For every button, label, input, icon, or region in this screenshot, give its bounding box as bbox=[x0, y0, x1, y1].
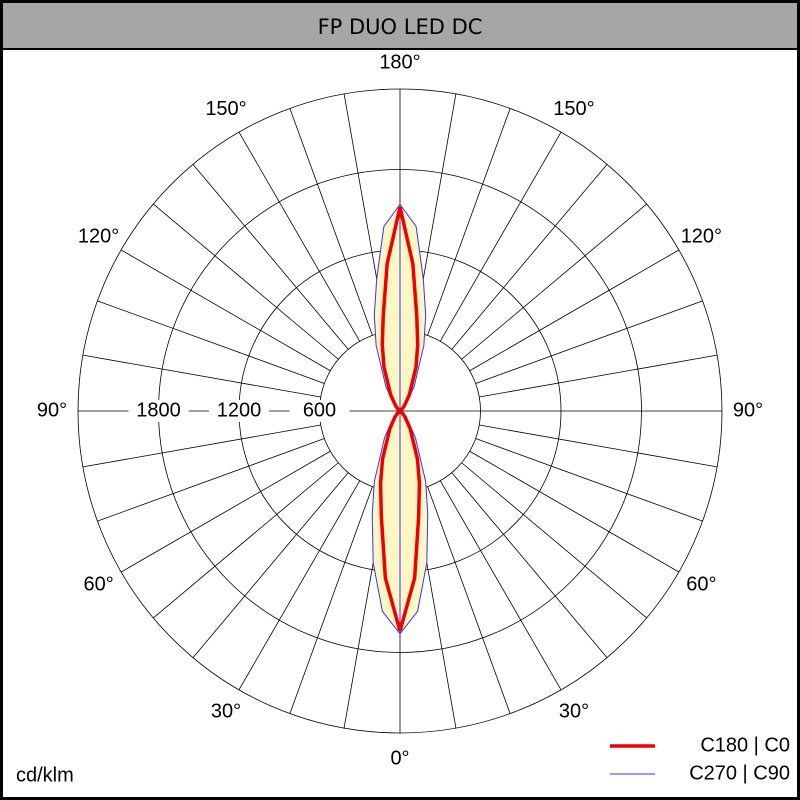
angle-label: 60° bbox=[686, 573, 716, 595]
spoke bbox=[461, 462, 647, 619]
label-bg bbox=[128, 400, 189, 422]
outer-ring bbox=[77, 88, 723, 734]
spoke bbox=[238, 480, 361, 691]
legend-label: C180 | C0 bbox=[700, 734, 790, 756]
spoke bbox=[153, 203, 339, 360]
spoke bbox=[479, 424, 718, 468]
r-tick-label: 1200 bbox=[217, 399, 262, 421]
angle-label: 180° bbox=[379, 51, 420, 73]
angle-label: 0° bbox=[390, 747, 409, 769]
spoke bbox=[120, 249, 331, 372]
spoke bbox=[192, 164, 349, 350]
spoke bbox=[120, 450, 331, 573]
r-tick-label: 1800 bbox=[136, 399, 181, 421]
angle-label: 120° bbox=[78, 225, 119, 247]
intensity-curve bbox=[378, 206, 402, 632]
legend-label: C270 | C90 bbox=[689, 762, 790, 784]
r-tick-label: 600 bbox=[303, 399, 336, 421]
spoke bbox=[475, 300, 703, 384]
angle-label: 150° bbox=[205, 98, 246, 120]
spoke bbox=[427, 486, 511, 714]
spoke bbox=[461, 203, 647, 360]
spoke bbox=[479, 354, 718, 398]
spoke bbox=[82, 354, 321, 398]
angle-label: 30° bbox=[559, 701, 589, 723]
angle-label: 90° bbox=[37, 399, 67, 421]
chart-title: FP DUO LED DC bbox=[318, 15, 483, 39]
spoke bbox=[469, 450, 680, 573]
angle-label: 60° bbox=[83, 573, 113, 595]
spoke bbox=[427, 108, 511, 336]
spoke bbox=[289, 486, 373, 714]
spoke bbox=[153, 462, 339, 619]
title-bar bbox=[3, 3, 797, 49]
labels: 600 1200 1800 0° 30° 30° 60° 60° 90° 90° 120° 120° 1… bbox=[37, 51, 790, 784]
spoke bbox=[97, 438, 325, 522]
spoke bbox=[469, 249, 680, 372]
angle-label: 120° bbox=[681, 225, 722, 247]
spoke bbox=[439, 480, 562, 691]
spoke bbox=[238, 131, 361, 342]
spoke bbox=[97, 300, 325, 384]
spoke bbox=[451, 472, 608, 658]
unit-label: cd/klm bbox=[16, 764, 74, 786]
spoke bbox=[289, 108, 373, 336]
angle-label: 30° bbox=[211, 701, 241, 723]
spoke bbox=[451, 164, 608, 350]
spoke bbox=[475, 438, 703, 522]
angle-label: 90° bbox=[733, 399, 763, 421]
label-bg bbox=[289, 400, 350, 422]
spoke bbox=[82, 424, 321, 468]
spoke bbox=[439, 131, 562, 342]
angle-label: 150° bbox=[553, 98, 594, 120]
curves bbox=[371, 203, 429, 635]
label-bg bbox=[209, 400, 269, 422]
spoke bbox=[192, 472, 349, 658]
